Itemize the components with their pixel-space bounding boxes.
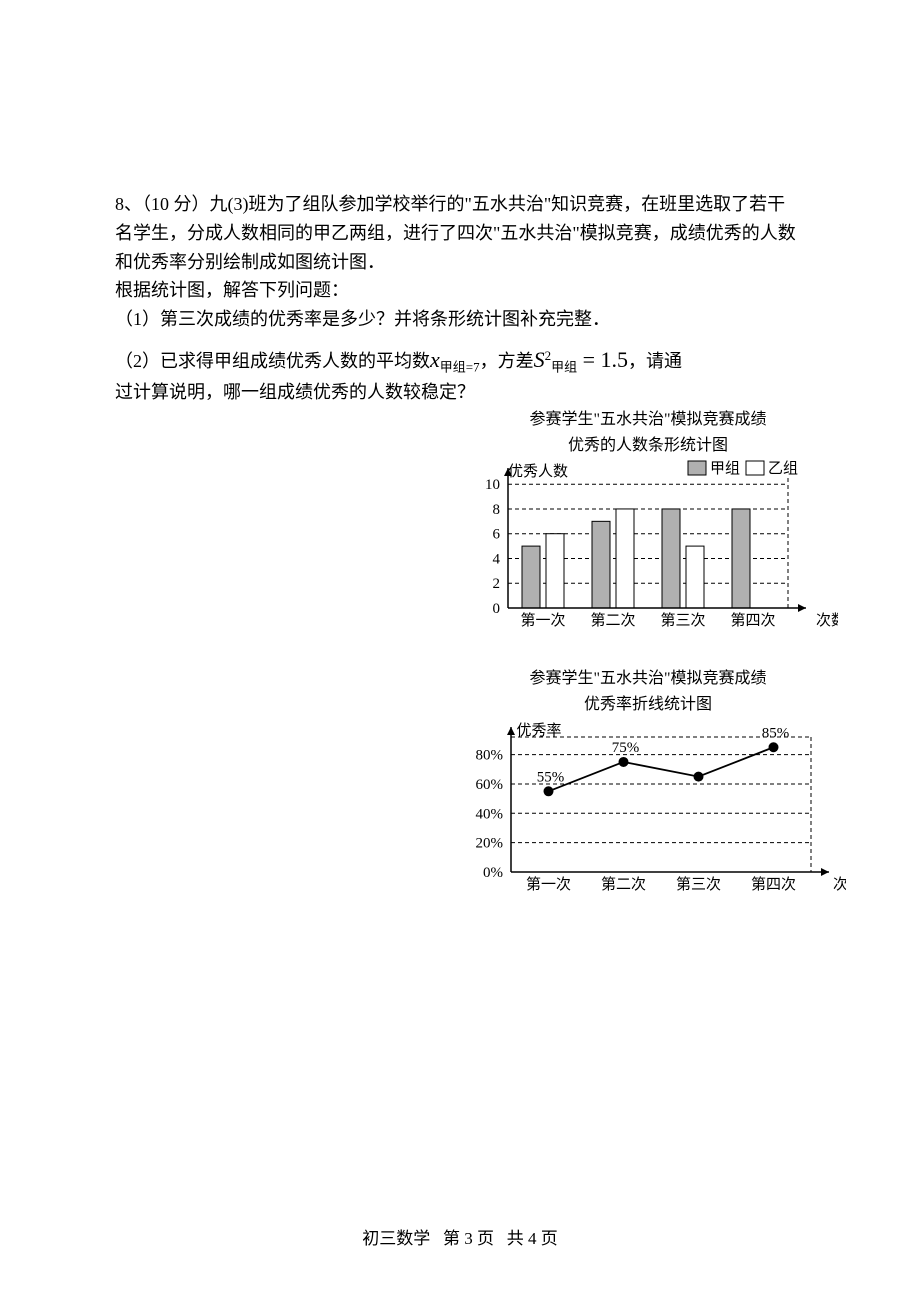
svg-text:第三次: 第三次	[660, 611, 705, 629]
stem-2: 名学生，分成人数相同的甲乙两组，进行了四次"五水共治"模拟竞赛，成绩优秀的人数	[115, 219, 810, 248]
svg-text:6: 6	[493, 527, 501, 543]
footer-page: 第 3 页	[443, 1229, 494, 1248]
page-footer: 初三数学 第 3 页 共 4 页	[0, 1225, 920, 1252]
svg-text:优秀人数: 优秀人数	[508, 463, 568, 480]
svg-text:85%: 85%	[761, 726, 789, 742]
svg-text:20%: 20%	[475, 836, 503, 852]
eq-val: = 1.5	[577, 347, 628, 372]
svg-text:10: 10	[485, 477, 500, 493]
svg-text:0: 0	[493, 601, 501, 617]
stem-4: 根据统计图，解答下列问题：	[115, 276, 810, 305]
svg-text:55%: 55%	[536, 770, 564, 786]
footer-subject: 初三数学	[362, 1229, 430, 1248]
stem-3: 和优秀率分别绘制成如图统计图．	[115, 248, 810, 277]
sub-jia: 甲组	[551, 360, 577, 375]
svg-text:0%: 0%	[483, 865, 503, 881]
footer-total: 共 4 页	[507, 1229, 558, 1248]
line-title-1: 参赛学生"五水共治"模拟竞赛成绩	[448, 668, 848, 690]
stem-1: 九(3)班为了组队参加学校举行的"五水共治"知识竞赛，在班里选取了若干	[210, 194, 786, 214]
var-s: S	[534, 347, 545, 372]
line-chart: 55% 第一次 75% 第二次 第三次 85% 第四次 0% 20% 40% 60% 80% 优秀率次数	[451, 717, 846, 917]
svg-text:甲组: 甲组	[710, 460, 740, 477]
svg-text:8: 8	[493, 502, 501, 518]
exam-page: 8、（10 分）九(3)班为了组队参加学校举行的"五水共治"知识竞赛，在班里选取…	[0, 0, 920, 1302]
svg-text:乙组: 乙组	[768, 460, 798, 477]
svg-text:第四次: 第四次	[750, 875, 795, 893]
q2-mid1: ，方差	[480, 351, 534, 371]
svg-text:4: 4	[493, 552, 501, 568]
bar-title-2: 优秀的人数条形统计图	[448, 435, 848, 457]
svg-text:次数: 次数	[833, 876, 846, 893]
question-2-line2: 过计算说明，哪一组成绩优秀的人数较稳定？	[115, 378, 810, 407]
problem-line-1: 8、（10 分）九(3)班为了组队参加学校举行的"五水共治"知识竞赛，在班里选取…	[115, 190, 810, 219]
svg-text:第三次: 第三次	[675, 875, 720, 893]
svg-text:第二次: 第二次	[590, 611, 635, 629]
q2-mid2: ，请通	[628, 351, 682, 371]
question-1: （1）第三次成绩的优秀率是多少？并将条形统计图补充完整．	[115, 305, 810, 334]
sub-jia7: 甲组=7	[440, 360, 480, 375]
svg-text:40%: 40%	[475, 807, 503, 823]
bar-chart: 第一次 第二次 第三次 第四次 0 2 4 6 8 10 优秀人数次数 甲组 乙组	[458, 458, 838, 658]
svg-text:80%: 80%	[475, 748, 503, 764]
svg-text:2: 2	[493, 576, 501, 592]
svg-text:75%: 75%	[611, 740, 639, 756]
line-title-2: 优秀率折线统计图	[448, 694, 848, 716]
svg-text:60%: 60%	[475, 777, 503, 793]
svg-text:第一次: 第一次	[525, 875, 570, 893]
problem-number: 8、（10 分）	[115, 194, 210, 214]
bar-title-1: 参赛学生"五水共治"模拟竞赛成绩	[448, 409, 848, 431]
svg-text:第一次: 第一次	[520, 611, 565, 629]
var-x: x	[430, 347, 440, 372]
question-2-line1: （2）已求得甲组成绩优秀人数的平均数x甲组=7，方差S2甲组 = 1.5，请通	[115, 342, 810, 378]
svg-text:次数: 次数	[816, 612, 838, 629]
svg-text:第四次: 第四次	[730, 611, 775, 629]
svg-text:优秀率: 优秀率	[516, 722, 561, 739]
svg-text:第二次: 第二次	[600, 875, 645, 893]
q2-pre: （2）已求得甲组成绩优秀人数的平均数	[115, 351, 430, 371]
charts-region: 参赛学生"五水共治"模拟竞赛成绩 优秀的人数条形统计图 第一次第二次第三次第四次…	[448, 405, 848, 917]
